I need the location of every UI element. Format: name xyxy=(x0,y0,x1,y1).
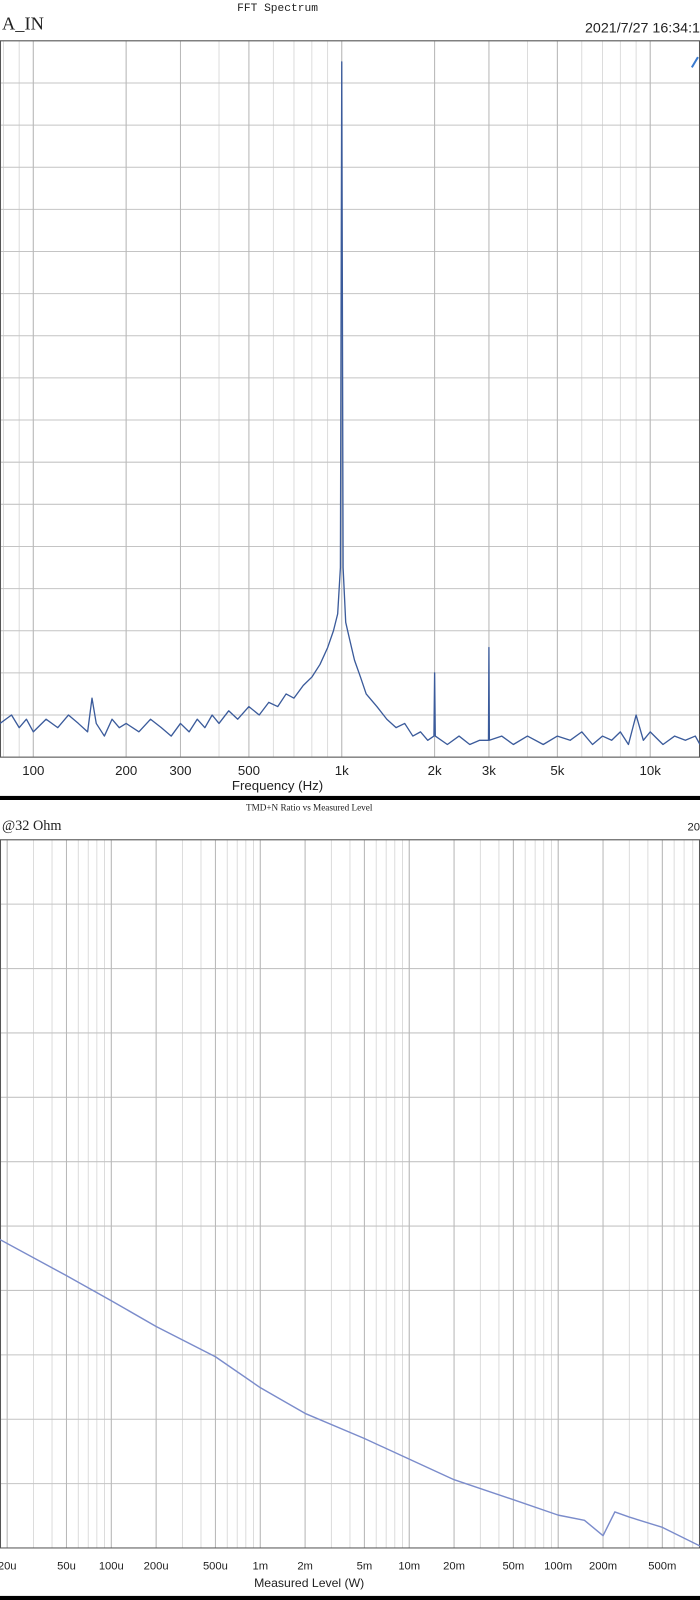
x-tick-label: 20u xyxy=(0,1560,17,1572)
x-tick-label: 5m xyxy=(357,1560,373,1572)
x-tick-label: 5k xyxy=(550,763,564,778)
x-tick-label: 2m xyxy=(297,1560,313,1572)
x-tick-label: 3k xyxy=(482,763,496,778)
x-tick-label: 200m xyxy=(589,1560,617,1572)
x-tick-label: 500m xyxy=(648,1560,676,1572)
x-tick-label: 50m xyxy=(502,1560,524,1572)
plot-frame xyxy=(0,40,700,758)
chart-title: FFT Spectrum xyxy=(237,3,318,15)
x-tick-label: 1m xyxy=(252,1560,268,1572)
x-tick-label: 2k xyxy=(428,763,442,778)
chart-title: TMD+N Ratio vs Measured Level xyxy=(246,802,373,812)
x-tick-label: 10k xyxy=(640,763,662,778)
chart-subtitle: @32 Ohm xyxy=(2,818,62,834)
x-tick-label: 500u xyxy=(203,1560,228,1572)
x-axis-label: Frequency (Hz) xyxy=(232,778,323,793)
x-tick-label: 1k xyxy=(335,763,349,778)
timestamp: 2021/7/27 16:34:1 xyxy=(585,20,700,36)
x-tick-label: 300 xyxy=(169,763,191,778)
x-tick-label: 100m xyxy=(544,1560,572,1572)
panel-fft xyxy=(0,0,700,796)
x-tick-label: 200 xyxy=(115,763,137,778)
x-tick-label: 50u xyxy=(57,1560,76,1572)
x-tick-label: 500 xyxy=(238,763,260,778)
chart-subtitle: A_IN xyxy=(2,14,44,34)
x-tick-label: 100u xyxy=(99,1560,124,1572)
plot-frame xyxy=(0,839,700,1549)
logo xyxy=(690,56,699,68)
x-axis-label: Measured Level (W) xyxy=(254,1576,364,1590)
x-tick-label: 100 xyxy=(22,763,44,778)
data-line xyxy=(0,1238,700,1547)
x-tick-label: 20m xyxy=(443,1560,465,1572)
x-tick-label: 200u xyxy=(144,1560,169,1572)
timestamp: 20 xyxy=(688,822,700,834)
x-tick-label: 10m xyxy=(398,1560,420,1572)
data-line xyxy=(0,61,700,746)
